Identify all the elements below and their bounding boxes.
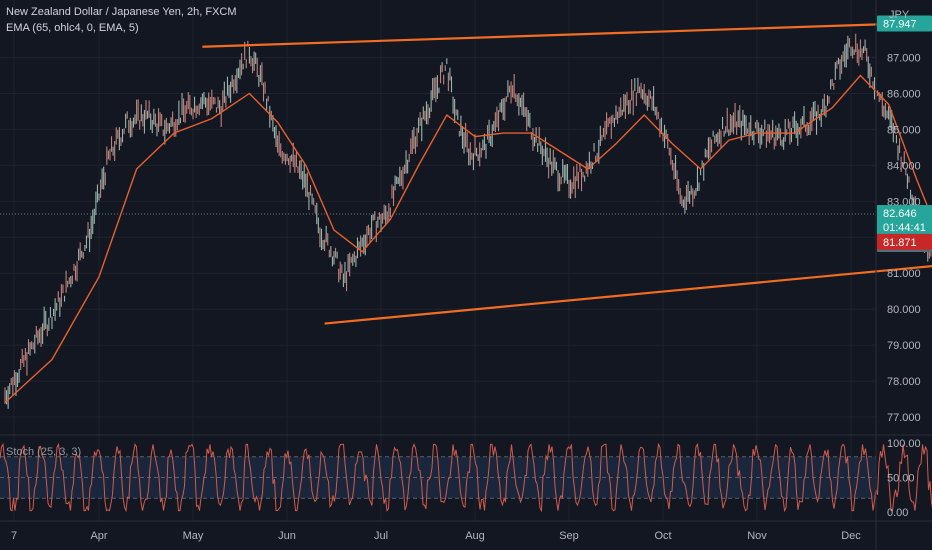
- last-price-tag: 82.646 01:44:41: [877, 205, 932, 236]
- x-tick-label: Aug: [465, 530, 485, 542]
- y-tick-label: 79.000: [887, 340, 921, 352]
- stoch-line: [0, 442, 932, 513]
- top-price-tag: 87.947: [877, 15, 932, 32]
- y-tick-label: 87.000: [887, 53, 921, 65]
- grid: [0, 0, 876, 521]
- symbol-title[interactable]: New Zealand Dollar / Japanese Yen, 2h, F…: [6, 6, 237, 18]
- y-tick-label: 85.000: [887, 124, 921, 136]
- x-tick-label: Oct: [654, 530, 671, 542]
- last-price-tag-bg: [877, 205, 932, 236]
- x-tick-label: Sep: [559, 530, 579, 542]
- x-tick-label: Dec: [841, 530, 861, 542]
- bottom-price-tag-bg: [877, 233, 932, 250]
- y-tick-label: 86.000: [887, 88, 921, 100]
- time-axis[interactable]: 7 Apr May Jun Jul Aug Sep Oct Nov Dec: [11, 530, 861, 542]
- countdown-text: 01:44:41: [883, 222, 926, 234]
- last-price-text: 82.646: [883, 208, 917, 220]
- y-tick-label: 81.000: [887, 268, 921, 280]
- y-tick-label: 84.000: [887, 160, 921, 172]
- bottom-price-tag-text: 81.871: [883, 237, 917, 249]
- stoch-tick-label: 100.00: [887, 438, 921, 450]
- y-tick-label: 80.000: [887, 304, 921, 316]
- ema-line: [4, 74, 932, 404]
- x-tick-label: Nov: [747, 530, 767, 542]
- top-price-tag-text: 87.947: [883, 18, 917, 30]
- y-tick-label: 78.000: [887, 376, 921, 388]
- x-tick-label: May: [183, 530, 204, 542]
- x-tick-label: Jul: [374, 530, 388, 542]
- stoch-axis[interactable]: 100.00 50.00 0.00: [887, 438, 921, 519]
- y-tick-label: 77.000: [887, 412, 921, 424]
- channel-upper-trendline[interactable]: [202, 14, 932, 48]
- ema-legend[interactable]: EMA (65, ohlc4, 0, EMA, 5): [6, 22, 139, 34]
- stoch-tick-label: 0.00: [887, 507, 908, 519]
- stoch-panel: [0, 442, 932, 513]
- currency-label: JPY: [889, 9, 910, 21]
- stoch-tick-label: 50.00: [887, 473, 915, 485]
- x-tick-label: 7: [11, 530, 17, 542]
- channel-lower-trendline[interactable]: [324, 241, 932, 325]
- bottom-price-tag: 81.871: [877, 233, 932, 250]
- top-price-tag-bg: [877, 15, 932, 32]
- x-tick-label: Jun: [278, 530, 296, 542]
- stoch-legend[interactable]: Stoch (25, 3, 3): [6, 446, 82, 458]
- price-series: [4, 33, 932, 409]
- x-tick-label: Apr: [90, 530, 107, 542]
